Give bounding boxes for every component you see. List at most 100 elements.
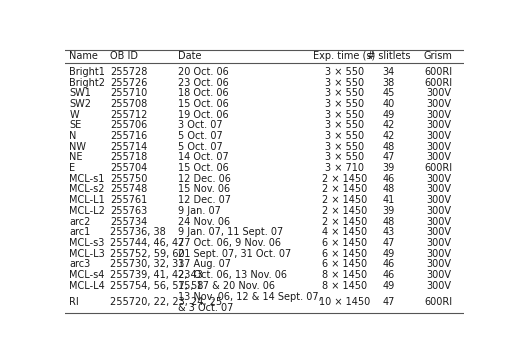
Text: Bright1: Bright1 [69, 67, 105, 77]
Text: RI: RI [69, 297, 79, 307]
Text: 15, 17 & 20 Nov. 06: 15, 17 & 20 Nov. 06 [179, 280, 276, 291]
Text: 300V: 300V [426, 131, 451, 141]
Text: Date: Date [179, 51, 202, 61]
Text: 255734: 255734 [110, 216, 148, 226]
Text: 34: 34 [382, 67, 395, 77]
Text: 255720, 22, 23, 24, 25: 255720, 22, 23, 24, 25 [110, 297, 222, 307]
Text: Exp. time (s): Exp. time (s) [313, 51, 376, 61]
Text: E: E [69, 163, 75, 173]
Text: 15 Nov. 06: 15 Nov. 06 [179, 184, 231, 194]
Text: 23 Oct. 06, 13 Nov. 06: 23 Oct. 06, 13 Nov. 06 [179, 270, 287, 280]
Text: 2 × 1450: 2 × 1450 [322, 216, 367, 226]
Text: 20 Oct. 06: 20 Oct. 06 [179, 67, 229, 77]
Text: 49: 49 [382, 110, 395, 120]
Text: 48: 48 [382, 184, 395, 194]
Text: 255726: 255726 [110, 78, 148, 88]
Text: 40: 40 [382, 99, 395, 109]
Text: 27 Oct. 06, 9 Nov. 06: 27 Oct. 06, 9 Nov. 06 [179, 238, 281, 248]
Text: 42: 42 [382, 121, 395, 130]
Text: 43: 43 [382, 227, 395, 237]
Text: 3 × 550: 3 × 550 [325, 89, 364, 98]
Text: 17 Aug. 07: 17 Aug. 07 [179, 259, 232, 269]
Text: 42: 42 [382, 131, 395, 141]
Text: 255748: 255748 [110, 184, 148, 194]
Text: 9 Jan. 07, 11 Sept. 07: 9 Jan. 07, 11 Sept. 07 [179, 227, 284, 237]
Text: SW2: SW2 [69, 99, 91, 109]
Text: 5 Oct. 07: 5 Oct. 07 [179, 131, 223, 141]
Text: Bright2: Bright2 [69, 78, 105, 88]
Text: 12 Dec. 07: 12 Dec. 07 [179, 195, 232, 205]
Text: 48: 48 [382, 216, 395, 226]
Text: 300V: 300V [426, 174, 451, 184]
Text: 41: 41 [382, 195, 395, 205]
Text: 300V: 300V [426, 99, 451, 109]
Text: 300V: 300V [426, 89, 451, 98]
Text: 300V: 300V [426, 142, 451, 152]
Text: MCL-s2: MCL-s2 [69, 184, 105, 194]
Text: 255706: 255706 [110, 121, 148, 130]
Text: 45: 45 [382, 89, 395, 98]
Text: 300V: 300V [426, 121, 451, 130]
Text: 19 Oct. 06: 19 Oct. 06 [179, 110, 229, 120]
Text: 300V: 300V [426, 216, 451, 226]
Text: 255728: 255728 [110, 67, 148, 77]
Text: NE: NE [69, 153, 83, 162]
Text: OB ID: OB ID [110, 51, 138, 61]
Text: NW: NW [69, 142, 86, 152]
Text: 255736, 38: 255736, 38 [110, 227, 166, 237]
Text: 255761: 255761 [110, 195, 148, 205]
Text: 6 × 1450: 6 × 1450 [322, 248, 367, 258]
Text: 3 × 550: 3 × 550 [325, 142, 364, 152]
Text: 39: 39 [382, 206, 395, 216]
Text: 14 Oct. 07: 14 Oct. 07 [179, 153, 229, 162]
Text: MCL-s3: MCL-s3 [69, 238, 105, 248]
Text: 46: 46 [382, 270, 395, 280]
Text: 255763: 255763 [110, 206, 148, 216]
Text: 2 × 1450: 2 × 1450 [322, 174, 367, 184]
Text: 47: 47 [382, 297, 395, 307]
Text: 46: 46 [382, 174, 395, 184]
Text: 13 Nov. 06, 12 & 14 Sept. 07,: 13 Nov. 06, 12 & 14 Sept. 07, [179, 292, 322, 302]
Text: 255730, 32, 33: 255730, 32, 33 [110, 259, 185, 269]
Text: MCL-s4: MCL-s4 [69, 270, 105, 280]
Text: MCL-s1: MCL-s1 [69, 174, 105, 184]
Text: & 3 Oct. 07: & 3 Oct. 07 [179, 303, 234, 313]
Text: arc3: arc3 [69, 259, 90, 269]
Text: 10 × 1450: 10 × 1450 [319, 297, 370, 307]
Text: 5 Oct. 07: 5 Oct. 07 [179, 142, 223, 152]
Text: 49: 49 [382, 280, 395, 291]
Text: 300V: 300V [426, 153, 451, 162]
Text: 255704: 255704 [110, 163, 148, 173]
Text: 47: 47 [382, 153, 395, 162]
Text: W: W [69, 110, 79, 120]
Text: 3 × 710: 3 × 710 [325, 163, 364, 173]
Text: 6 × 1450: 6 × 1450 [322, 259, 367, 269]
Text: 255750: 255750 [110, 174, 148, 184]
Text: 2 × 1450: 2 × 1450 [322, 195, 367, 205]
Text: 300V: 300V [426, 227, 451, 237]
Text: 3 × 550: 3 × 550 [325, 110, 364, 120]
Text: 4 × 1450: 4 × 1450 [322, 227, 367, 237]
Text: SW1: SW1 [69, 89, 91, 98]
Text: 255716: 255716 [110, 131, 148, 141]
Text: 255754, 56, 57, 58: 255754, 56, 57, 58 [110, 280, 204, 291]
Text: 3 × 550: 3 × 550 [325, 99, 364, 109]
Text: 600RI: 600RI [424, 67, 453, 77]
Text: 300V: 300V [426, 195, 451, 205]
Text: 2 × 1450: 2 × 1450 [322, 184, 367, 194]
Text: arc2: arc2 [69, 216, 91, 226]
Text: 3 × 550: 3 × 550 [325, 67, 364, 77]
Text: # slitlets: # slitlets [367, 51, 410, 61]
Text: 3 × 550: 3 × 550 [325, 131, 364, 141]
Text: 255714: 255714 [110, 142, 148, 152]
Text: arc1: arc1 [69, 227, 90, 237]
Text: 255744, 46, 47: 255744, 46, 47 [110, 238, 185, 248]
Text: 49: 49 [382, 248, 395, 258]
Text: 300V: 300V [426, 206, 451, 216]
Text: 3 Oct. 07: 3 Oct. 07 [179, 121, 223, 130]
Text: 8 × 1450: 8 × 1450 [322, 280, 367, 291]
Text: Grism: Grism [424, 51, 453, 61]
Text: 9 Jan. 07: 9 Jan. 07 [179, 206, 221, 216]
Text: 47: 47 [382, 238, 395, 248]
Text: 18 Oct. 06: 18 Oct. 06 [179, 89, 229, 98]
